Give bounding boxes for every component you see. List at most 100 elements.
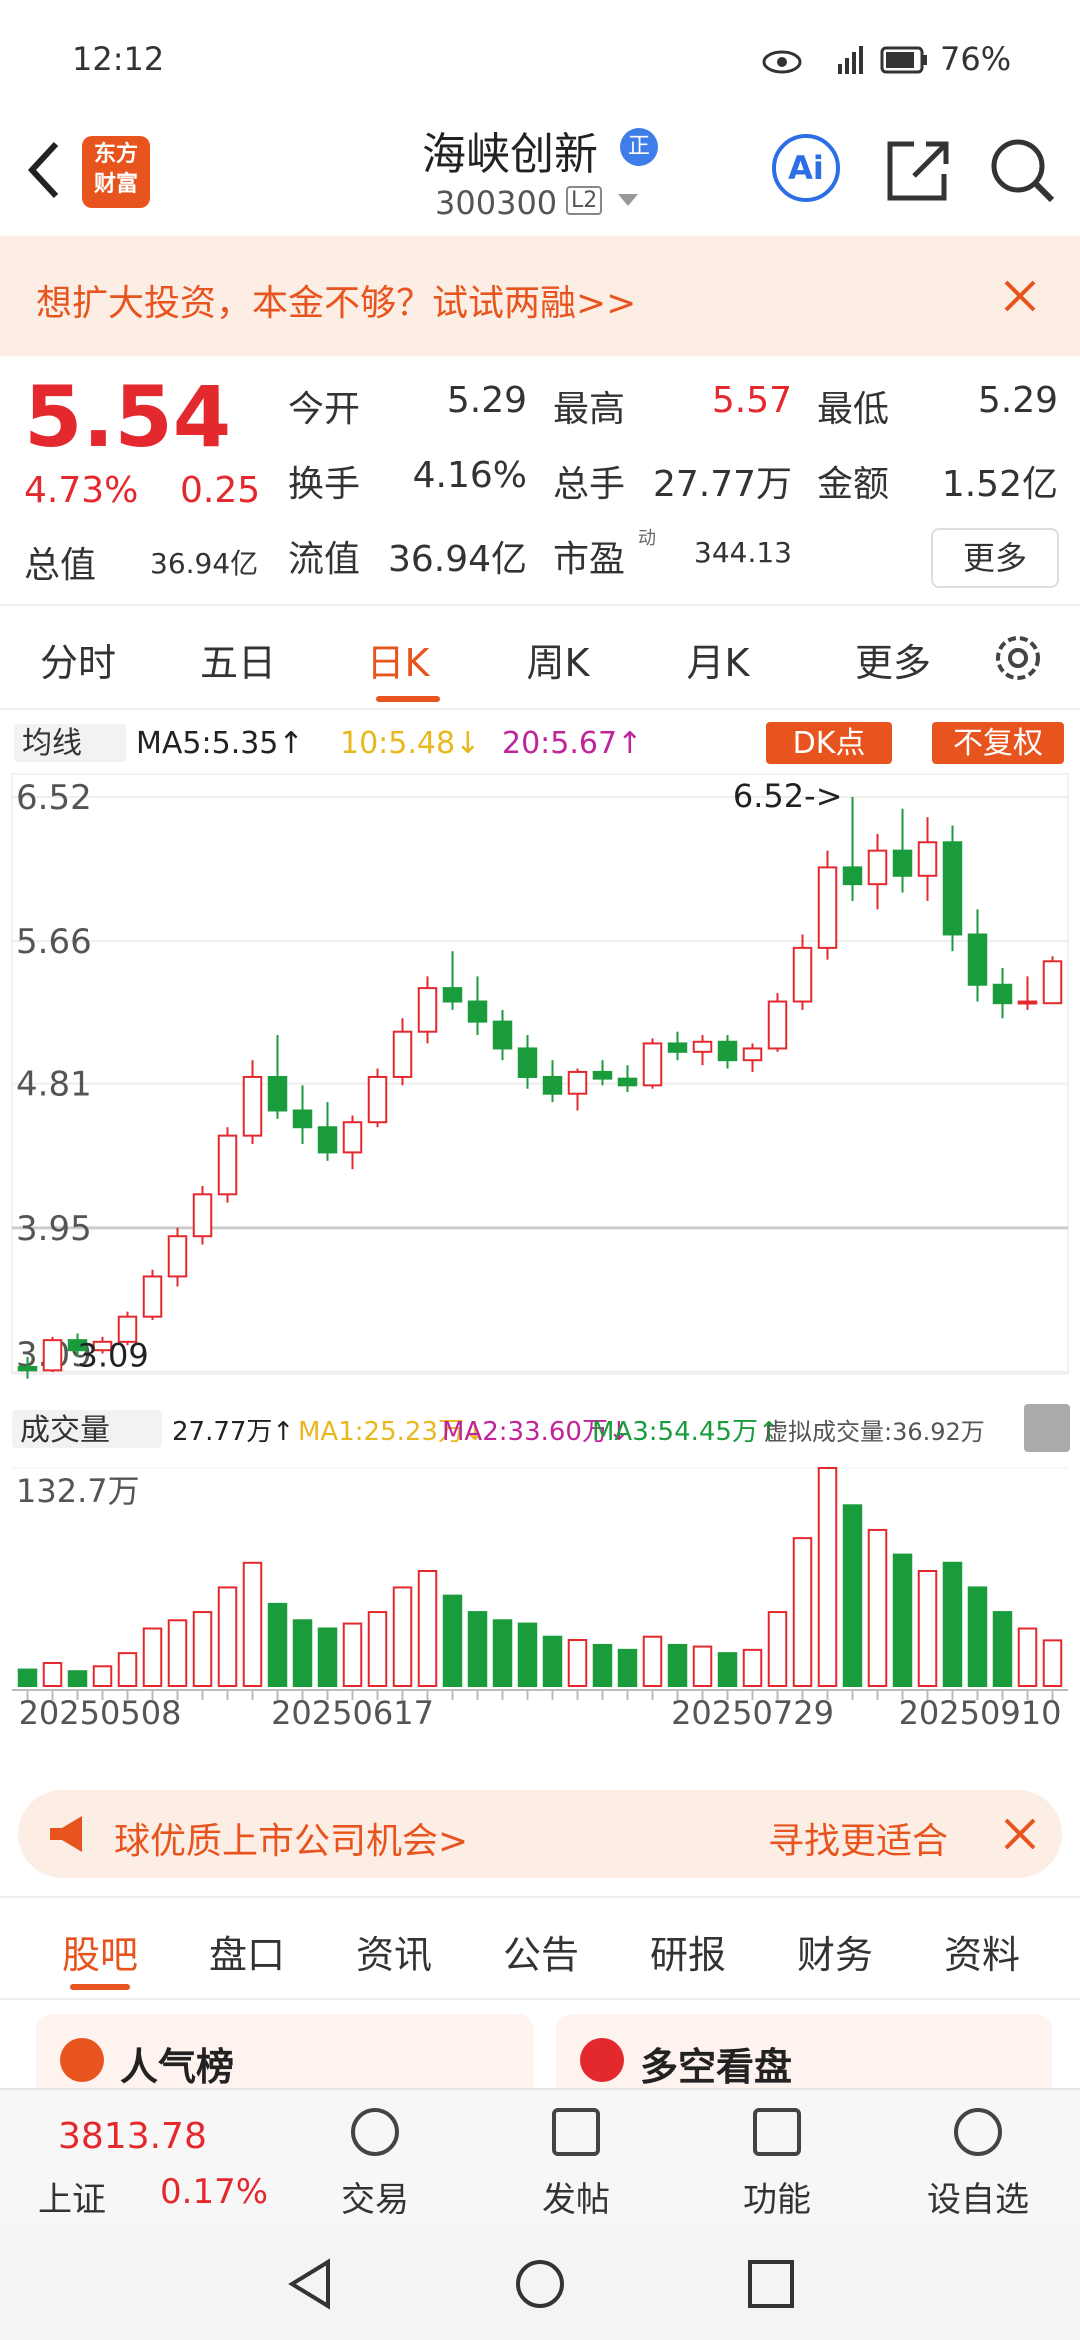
nav-label[interactable]: 功能 bbox=[743, 2180, 811, 2220]
tab[interactable]: 五日 bbox=[199, 641, 276, 685]
field-label: 金额 bbox=[817, 464, 890, 505]
tab[interactable]: 资料 bbox=[943, 1933, 1020, 1977]
y-tick-label: 132.7万 bbox=[16, 1472, 140, 1510]
volume-bar bbox=[842, 1504, 863, 1687]
ma-legend[interactable]: 均线 bbox=[22, 726, 82, 761]
logo-text: 财富 bbox=[93, 172, 138, 197]
candle-body bbox=[67, 1339, 88, 1352]
bottom-bar: 3813.78 上证 0.17% 交易 发帖 功能 设自选 bbox=[0, 2088, 1080, 2226]
nav-bar bbox=[0, 2224, 1080, 2340]
candle-body bbox=[617, 1077, 638, 1087]
candle-body bbox=[192, 1193, 213, 1238]
volume-bar bbox=[192, 1611, 213, 1687]
nav-icon[interactable] bbox=[552, 2108, 600, 2156]
last-price: 5.54 bbox=[24, 368, 232, 466]
ad-action[interactable]: 寻找更适合 bbox=[768, 1821, 949, 1862]
badge: 正 bbox=[620, 128, 658, 166]
tab[interactable]: 日K bbox=[366, 641, 430, 685]
volume-bar bbox=[217, 1586, 238, 1688]
tab[interactable]: 月K bbox=[686, 641, 750, 685]
tab[interactable]: 研报 bbox=[649, 1933, 726, 1977]
volume-bar bbox=[792, 1537, 813, 1687]
index-value[interactable]: 3813.78 bbox=[58, 2116, 207, 2157]
volume-legend: 27.77万↑ bbox=[172, 1417, 294, 1447]
chart-button-label[interactable]: DK点 bbox=[793, 726, 866, 761]
collapse-button[interactable] bbox=[1024, 1404, 1070, 1452]
tab[interactable]: 盘口 bbox=[208, 1933, 285, 1977]
index-change[interactable]: 0.17% bbox=[160, 2172, 269, 2212]
ai-button[interactable]: Ai bbox=[772, 134, 840, 202]
volume-bar bbox=[17, 1668, 38, 1687]
volume-legend: MA3:54.45万↑ bbox=[592, 1417, 780, 1447]
volume-bar bbox=[542, 1635, 563, 1687]
ma-legend: 20:5.67↑ bbox=[502, 726, 642, 761]
share-button[interactable] bbox=[884, 136, 954, 206]
nav-label[interactable]: 发帖 bbox=[542, 2180, 610, 2220]
candle-body bbox=[92, 1340, 113, 1352]
nav-icon[interactable] bbox=[351, 2108, 399, 2156]
tab[interactable]: 更多 bbox=[854, 641, 931, 685]
settings-button[interactable] bbox=[990, 630, 1046, 686]
level-badge[interactable]: L2 bbox=[566, 186, 603, 215]
y-tick-label: 3.95 bbox=[16, 1209, 92, 1249]
tab[interactable]: 公告 bbox=[502, 1933, 579, 1977]
nav-icon[interactable] bbox=[954, 2108, 1002, 2156]
tab[interactable]: 财务 bbox=[796, 1933, 873, 1977]
nav-label[interactable]: 设自选 bbox=[927, 2180, 1029, 2220]
candle-body bbox=[392, 1030, 413, 1078]
divider bbox=[0, 1998, 1080, 2000]
candle-body bbox=[917, 841, 938, 877]
chart-button[interactable] bbox=[932, 722, 1064, 764]
volume-bar bbox=[617, 1648, 638, 1688]
candle-body bbox=[867, 849, 888, 886]
nav-icon[interactable] bbox=[753, 2108, 801, 2156]
ad-text[interactable]: 球优质上市公司机会> bbox=[114, 1821, 469, 1862]
ad-banner[interactable]: 球优质上市公司机会> 寻找更适合 bbox=[18, 1790, 1062, 1878]
close-button[interactable] bbox=[1002, 1816, 1038, 1852]
volume-bar bbox=[467, 1611, 488, 1687]
more-button[interactable]: 更多 bbox=[931, 528, 1059, 588]
dropdown[interactable] bbox=[616, 192, 640, 208]
volume-bar bbox=[692, 1645, 713, 1687]
candle-body bbox=[892, 849, 913, 877]
tab[interactable]: 周K bbox=[526, 641, 590, 685]
volume-bar bbox=[317, 1627, 338, 1688]
close-button[interactable] bbox=[1002, 278, 1038, 314]
back-button[interactable] bbox=[24, 140, 64, 200]
volume-bar bbox=[567, 1639, 588, 1688]
candle-body bbox=[717, 1040, 738, 1062]
stock-name: 海峡创新 bbox=[422, 129, 598, 180]
candle-body bbox=[767, 1000, 788, 1050]
volume-bar bbox=[117, 1652, 138, 1687]
volume-legend[interactable]: 成交量 bbox=[20, 1413, 110, 1448]
banner-text[interactable]: 想扩大投资，本金不够？试试两融>> bbox=[36, 283, 637, 324]
tab[interactable]: 股吧 bbox=[61, 1933, 138, 1977]
card-title[interactable]: 人气榜 bbox=[120, 2045, 235, 2089]
volume-bar bbox=[592, 1643, 613, 1688]
ma-legend: 10:5.48↓ bbox=[340, 726, 480, 761]
volume-bar bbox=[967, 1586, 988, 1688]
tab[interactable]: 分时 bbox=[39, 641, 116, 685]
divider bbox=[0, 1896, 1080, 1898]
annotation: 3.09 bbox=[78, 1337, 149, 1375]
chart-button-label[interactable]: 不复权 bbox=[953, 726, 1043, 761]
x-tick-label: 20250617 bbox=[271, 1694, 434, 1732]
app-logo[interactable]: 东方 财富 bbox=[82, 136, 150, 208]
legend-box bbox=[12, 1410, 162, 1448]
tab[interactable]: 资讯 bbox=[355, 1933, 432, 1977]
search-button[interactable] bbox=[988, 136, 1058, 206]
index-name[interactable]: 上证 bbox=[38, 2180, 106, 2220]
candle-body bbox=[942, 841, 963, 936]
volume-bar bbox=[892, 1553, 913, 1688]
card-title[interactable]: 多空看盘 bbox=[640, 2045, 793, 2089]
change-percent: 4.73% bbox=[24, 470, 139, 511]
promo-banner[interactable]: 想扩大投资，本金不够？试试两融>> bbox=[0, 236, 1080, 356]
nav-buttons[interactable] bbox=[280, 2254, 800, 2314]
volume-bar bbox=[1042, 1639, 1063, 1687]
candle-body bbox=[242, 1075, 263, 1137]
chart-button[interactable] bbox=[766, 722, 892, 764]
candle-body bbox=[42, 1339, 63, 1372]
field-value: 1.52亿 bbox=[941, 464, 1058, 505]
x-tick-label: 20250729 bbox=[671, 1694, 834, 1732]
nav-label[interactable]: 交易 bbox=[341, 2180, 409, 2220]
